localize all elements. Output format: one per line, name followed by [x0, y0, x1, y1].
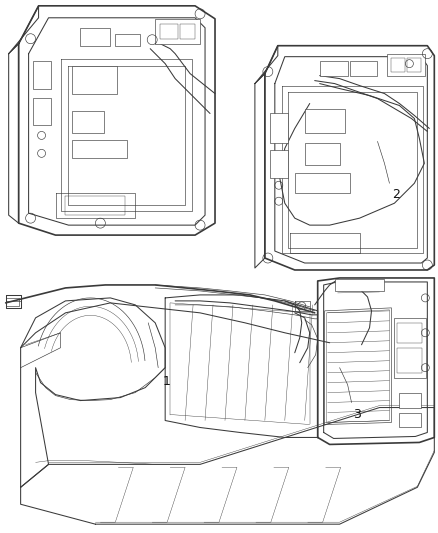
- Bar: [399, 413, 421, 427]
- Text: 1: 1: [162, 375, 170, 387]
- Bar: [72, 140, 127, 158]
- Bar: [72, 111, 104, 133]
- Text: 2: 2: [392, 188, 400, 201]
- Bar: [72, 66, 117, 94]
- Text: 3: 3: [353, 408, 361, 421]
- Bar: [160, 24, 178, 39]
- Bar: [320, 61, 348, 76]
- Bar: [115, 34, 140, 46]
- Bar: [395, 318, 426, 378]
- Bar: [407, 58, 421, 71]
- Bar: [270, 150, 288, 178]
- Bar: [335, 279, 385, 291]
- Bar: [397, 348, 422, 373]
- Bar: [270, 114, 288, 143]
- Bar: [81, 28, 110, 46]
- Bar: [180, 24, 195, 39]
- Bar: [305, 109, 345, 133]
- Bar: [399, 393, 421, 408]
- Bar: [32, 61, 50, 88]
- Bar: [295, 173, 350, 193]
- Bar: [350, 61, 378, 76]
- Bar: [305, 143, 339, 165]
- Bar: [32, 98, 50, 125]
- Bar: [397, 323, 422, 343]
- Bar: [155, 19, 200, 44]
- Bar: [392, 58, 406, 71]
- Bar: [388, 54, 425, 76]
